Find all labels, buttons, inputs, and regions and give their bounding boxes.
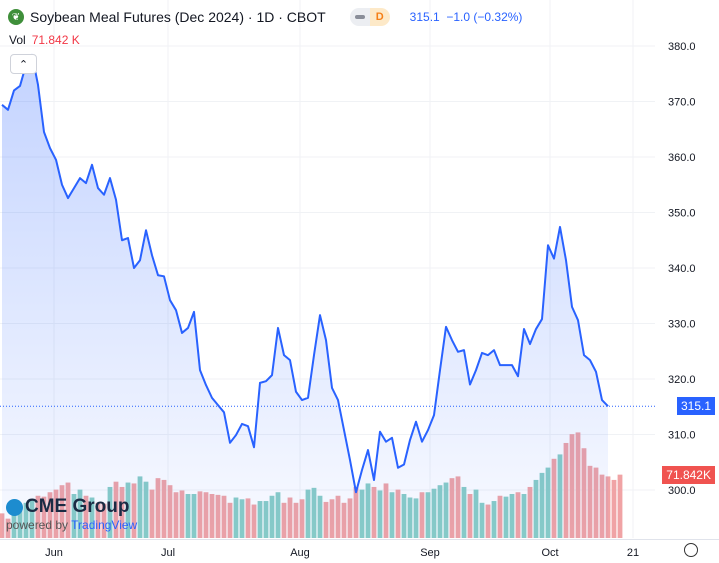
y-tick-label: 370.0 [668,97,696,109]
price-area [2,54,608,538]
x-tick-label: Oct [541,547,558,559]
y-tick-label: 350.0 [668,208,696,220]
market-closed-icon [349,8,370,26]
volume-bar [617,474,623,538]
x-tick-label: Jun [45,547,63,559]
quote-readout: 315.1 −1.0 (−0.32%) [410,10,523,24]
volume-bar [611,479,617,538]
x-tick-label: Jul [161,547,175,559]
x-tick-label: 21 [627,547,639,559]
x-tick-label: Aug [290,547,310,559]
y-tick-label: 330.0 [668,319,696,331]
brand-name: CME Group [25,496,130,517]
last-price: 315.1 [409,10,440,24]
symbol-title[interactable]: Soybean Meal Futures (Dec 2024) · 1D · C… [30,9,326,25]
delayed-badge: D [369,8,390,26]
volume-label: Vol [9,33,26,47]
cme-watermark[interactable]: CME Group powered by TradingView [6,496,137,532]
chart-header: ❦ Soybean Meal Futures (Dec 2024) · 1D ·… [8,8,522,26]
y-tick-label: 320.0 [668,374,696,386]
price-line [1,53,609,494]
tradingview-link[interactable]: TradingView [71,518,138,532]
price-change: −1.0 (−0.32%) [446,10,523,24]
volume-legend: Vol 71.842 K [9,33,80,47]
globe-icon [6,498,23,516]
last-volume-tag: 71.842K [662,466,715,484]
settings-gear-icon[interactable] [684,543,698,557]
y-tick-label: 340.0 [668,263,696,275]
collapse-legend-button[interactable]: ⌃ [10,54,37,74]
y-tick-label: 310.0 [668,430,696,442]
y-tick-label: 300.0 [668,485,696,497]
last-price-tag: 315.1 [676,397,715,415]
y-tick-label: 360.0 [668,152,696,164]
powered-by: powered by [6,518,69,532]
market-status-pill[interactable]: D [349,8,390,26]
y-tick-label: 380.0 [668,41,696,53]
volume-value: 71.842 K [31,33,80,47]
soybean-leaf-icon: ❦ [8,9,24,25]
x-tick-label: Sep [420,547,440,559]
